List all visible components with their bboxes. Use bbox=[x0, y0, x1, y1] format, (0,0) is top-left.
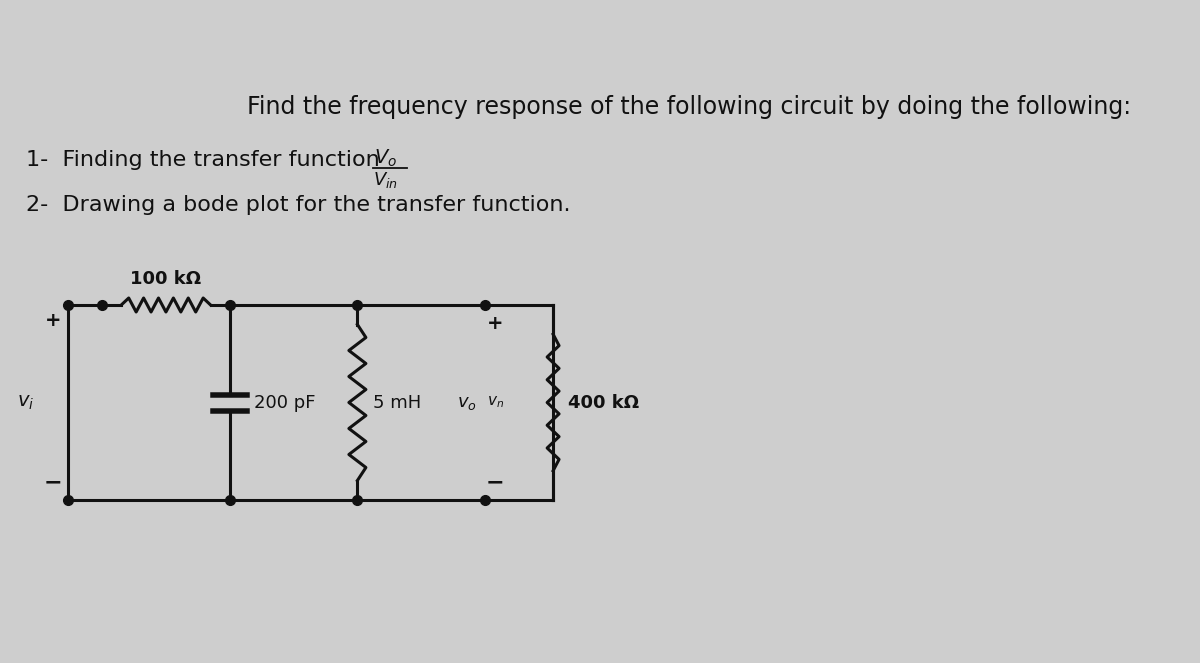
Text: 100 kΩ: 100 kΩ bbox=[131, 270, 202, 288]
Text: 400 kΩ: 400 kΩ bbox=[569, 394, 640, 412]
Text: 5 mH: 5 mH bbox=[373, 394, 421, 412]
Text: 200 pF: 200 pF bbox=[253, 394, 316, 412]
Text: $V_{in}$: $V_{in}$ bbox=[373, 170, 397, 190]
Text: 2-  Drawing a bode plot for the transfer function.: 2- Drawing a bode plot for the transfer … bbox=[25, 195, 570, 215]
Text: $v_i$: $v_i$ bbox=[17, 393, 34, 412]
Text: $v_o$: $v_o$ bbox=[457, 394, 476, 412]
Text: +: + bbox=[487, 314, 504, 333]
Text: $V_o$: $V_o$ bbox=[374, 148, 397, 169]
Text: +: + bbox=[44, 310, 61, 330]
Text: −: − bbox=[486, 472, 504, 492]
Text: Find the frequency response of the following circuit by doing the following:: Find the frequency response of the follo… bbox=[247, 95, 1130, 119]
Text: 1-  Finding the transfer function: 1- Finding the transfer function bbox=[25, 150, 386, 170]
Text: −: − bbox=[43, 472, 62, 492]
Text: $v_n$: $v_n$ bbox=[487, 394, 504, 410]
